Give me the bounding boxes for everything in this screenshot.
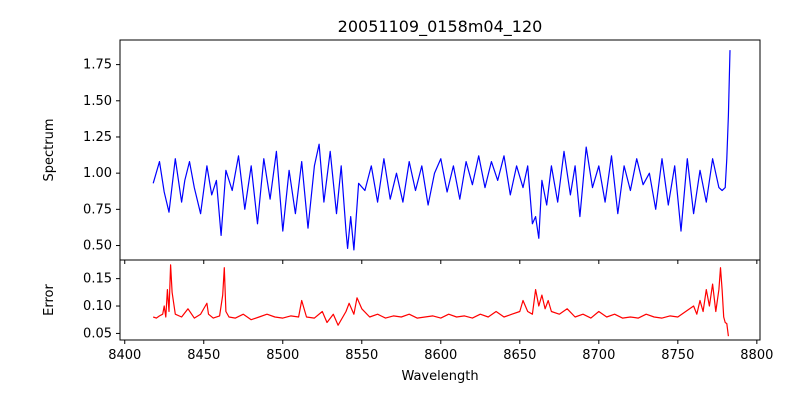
error-x-tick-label: 8650 bbox=[503, 348, 536, 363]
error-panel: 0.05 0.10 0.15 8400 8450 8500 8550 8600 8650 8700… bbox=[42, 259, 773, 384]
error-x-tick-label: 8550 bbox=[345, 348, 378, 363]
error-series-line-0 bbox=[152, 264, 729, 337]
error-x-tick-label: 8500 bbox=[266, 348, 299, 363]
error-x-tick-label: 8800 bbox=[740, 348, 773, 363]
spectrum-y-axis-label: Spectrum bbox=[42, 119, 57, 182]
spectrum-y-tick-label: 1.00 bbox=[83, 166, 112, 181]
spectrum-ticks: 0.50 0.75 1.00 1.25 1.50 1.75 bbox=[83, 58, 758, 264]
error-y-tick-label: 0.10 bbox=[83, 299, 112, 314]
error-axes-frame bbox=[119, 259, 761, 341]
spectrum-y-tick-label: 1.75 bbox=[83, 58, 112, 73]
error-y-tick-label: 0.05 bbox=[83, 326, 112, 341]
spectrum-y-tick-label: 1.50 bbox=[83, 94, 112, 109]
error-y-tick-label: 0.15 bbox=[83, 272, 112, 287]
spectrum-y-tick-label: 1.25 bbox=[83, 130, 112, 145]
spectrum-y-tick-label: 0.75 bbox=[83, 202, 112, 217]
spectrum-series-layer bbox=[152, 50, 731, 251]
x-axis-label: Wavelength bbox=[401, 369, 478, 384]
spectrum-y-tick-label: 0.50 bbox=[83, 239, 112, 254]
error-series-layer bbox=[152, 264, 729, 337]
error-y-axis-label: Error bbox=[42, 284, 57, 316]
error-x-tick-label: 8450 bbox=[187, 348, 220, 363]
error-x-tick-label: 8750 bbox=[661, 348, 694, 363]
spectrum-series-line-0 bbox=[152, 50, 731, 251]
error-x-tick-label: 8400 bbox=[108, 348, 141, 363]
chart-title: 20051109_0158m04_120 bbox=[338, 17, 543, 37]
error-x-tick-label: 8700 bbox=[582, 348, 615, 363]
error-ticks: 0.05 0.10 0.15 8400 8450 8500 8550 8600 8650 8700… bbox=[83, 272, 773, 363]
error-x-tick-label: 8600 bbox=[424, 348, 457, 363]
